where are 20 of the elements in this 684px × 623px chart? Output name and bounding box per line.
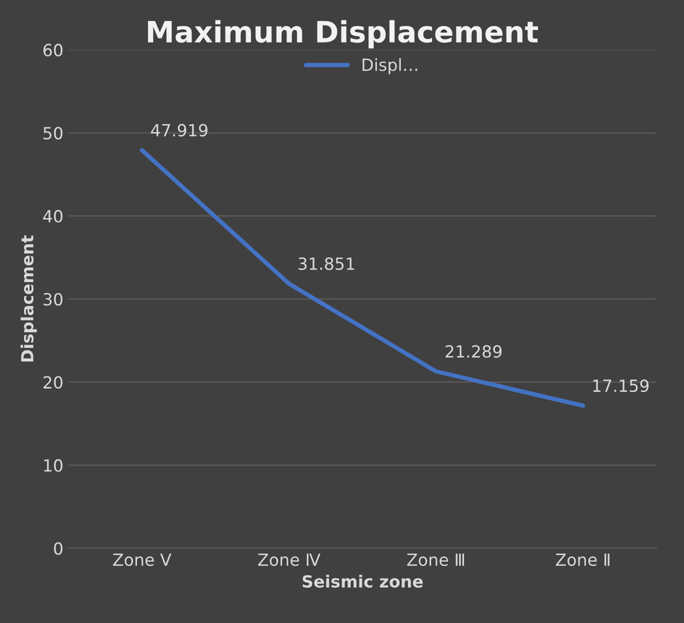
- y-tick-label: 40: [43, 210, 62, 223]
- y-tick-label: 60: [43, 44, 62, 56]
- y-tick-label: 30: [44, 293, 62, 306]
- data-label: 47.919: [151, 124, 208, 137]
- x-tick-label: Zone Ⅳ: [258, 554, 320, 566]
- chart-title: Maximum Displacement: [148, 20, 538, 48]
- y-tick-label: 50: [44, 126, 62, 140]
- line-series: [140, 148, 586, 408]
- data-label: 17.159: [593, 379, 649, 392]
- x-tick-label: Zone Ⅴ: [113, 554, 172, 566]
- y-axis-title: Displacement: [20, 235, 37, 362]
- x-tick-label: Zone Ⅱ: [556, 554, 610, 566]
- legend-label: Displ…: [362, 58, 418, 74]
- y-tick-label: 0: [54, 542, 62, 555]
- x-axis-title: Seismic zone: [302, 574, 423, 588]
- y-tick-label: 20: [44, 376, 62, 389]
- y-tick-label: 10: [44, 459, 62, 472]
- x-tick-label: Zone Ⅲ: [407, 554, 464, 566]
- data-label: 31.851: [298, 257, 354, 270]
- data-label: 21.289: [446, 345, 502, 358]
